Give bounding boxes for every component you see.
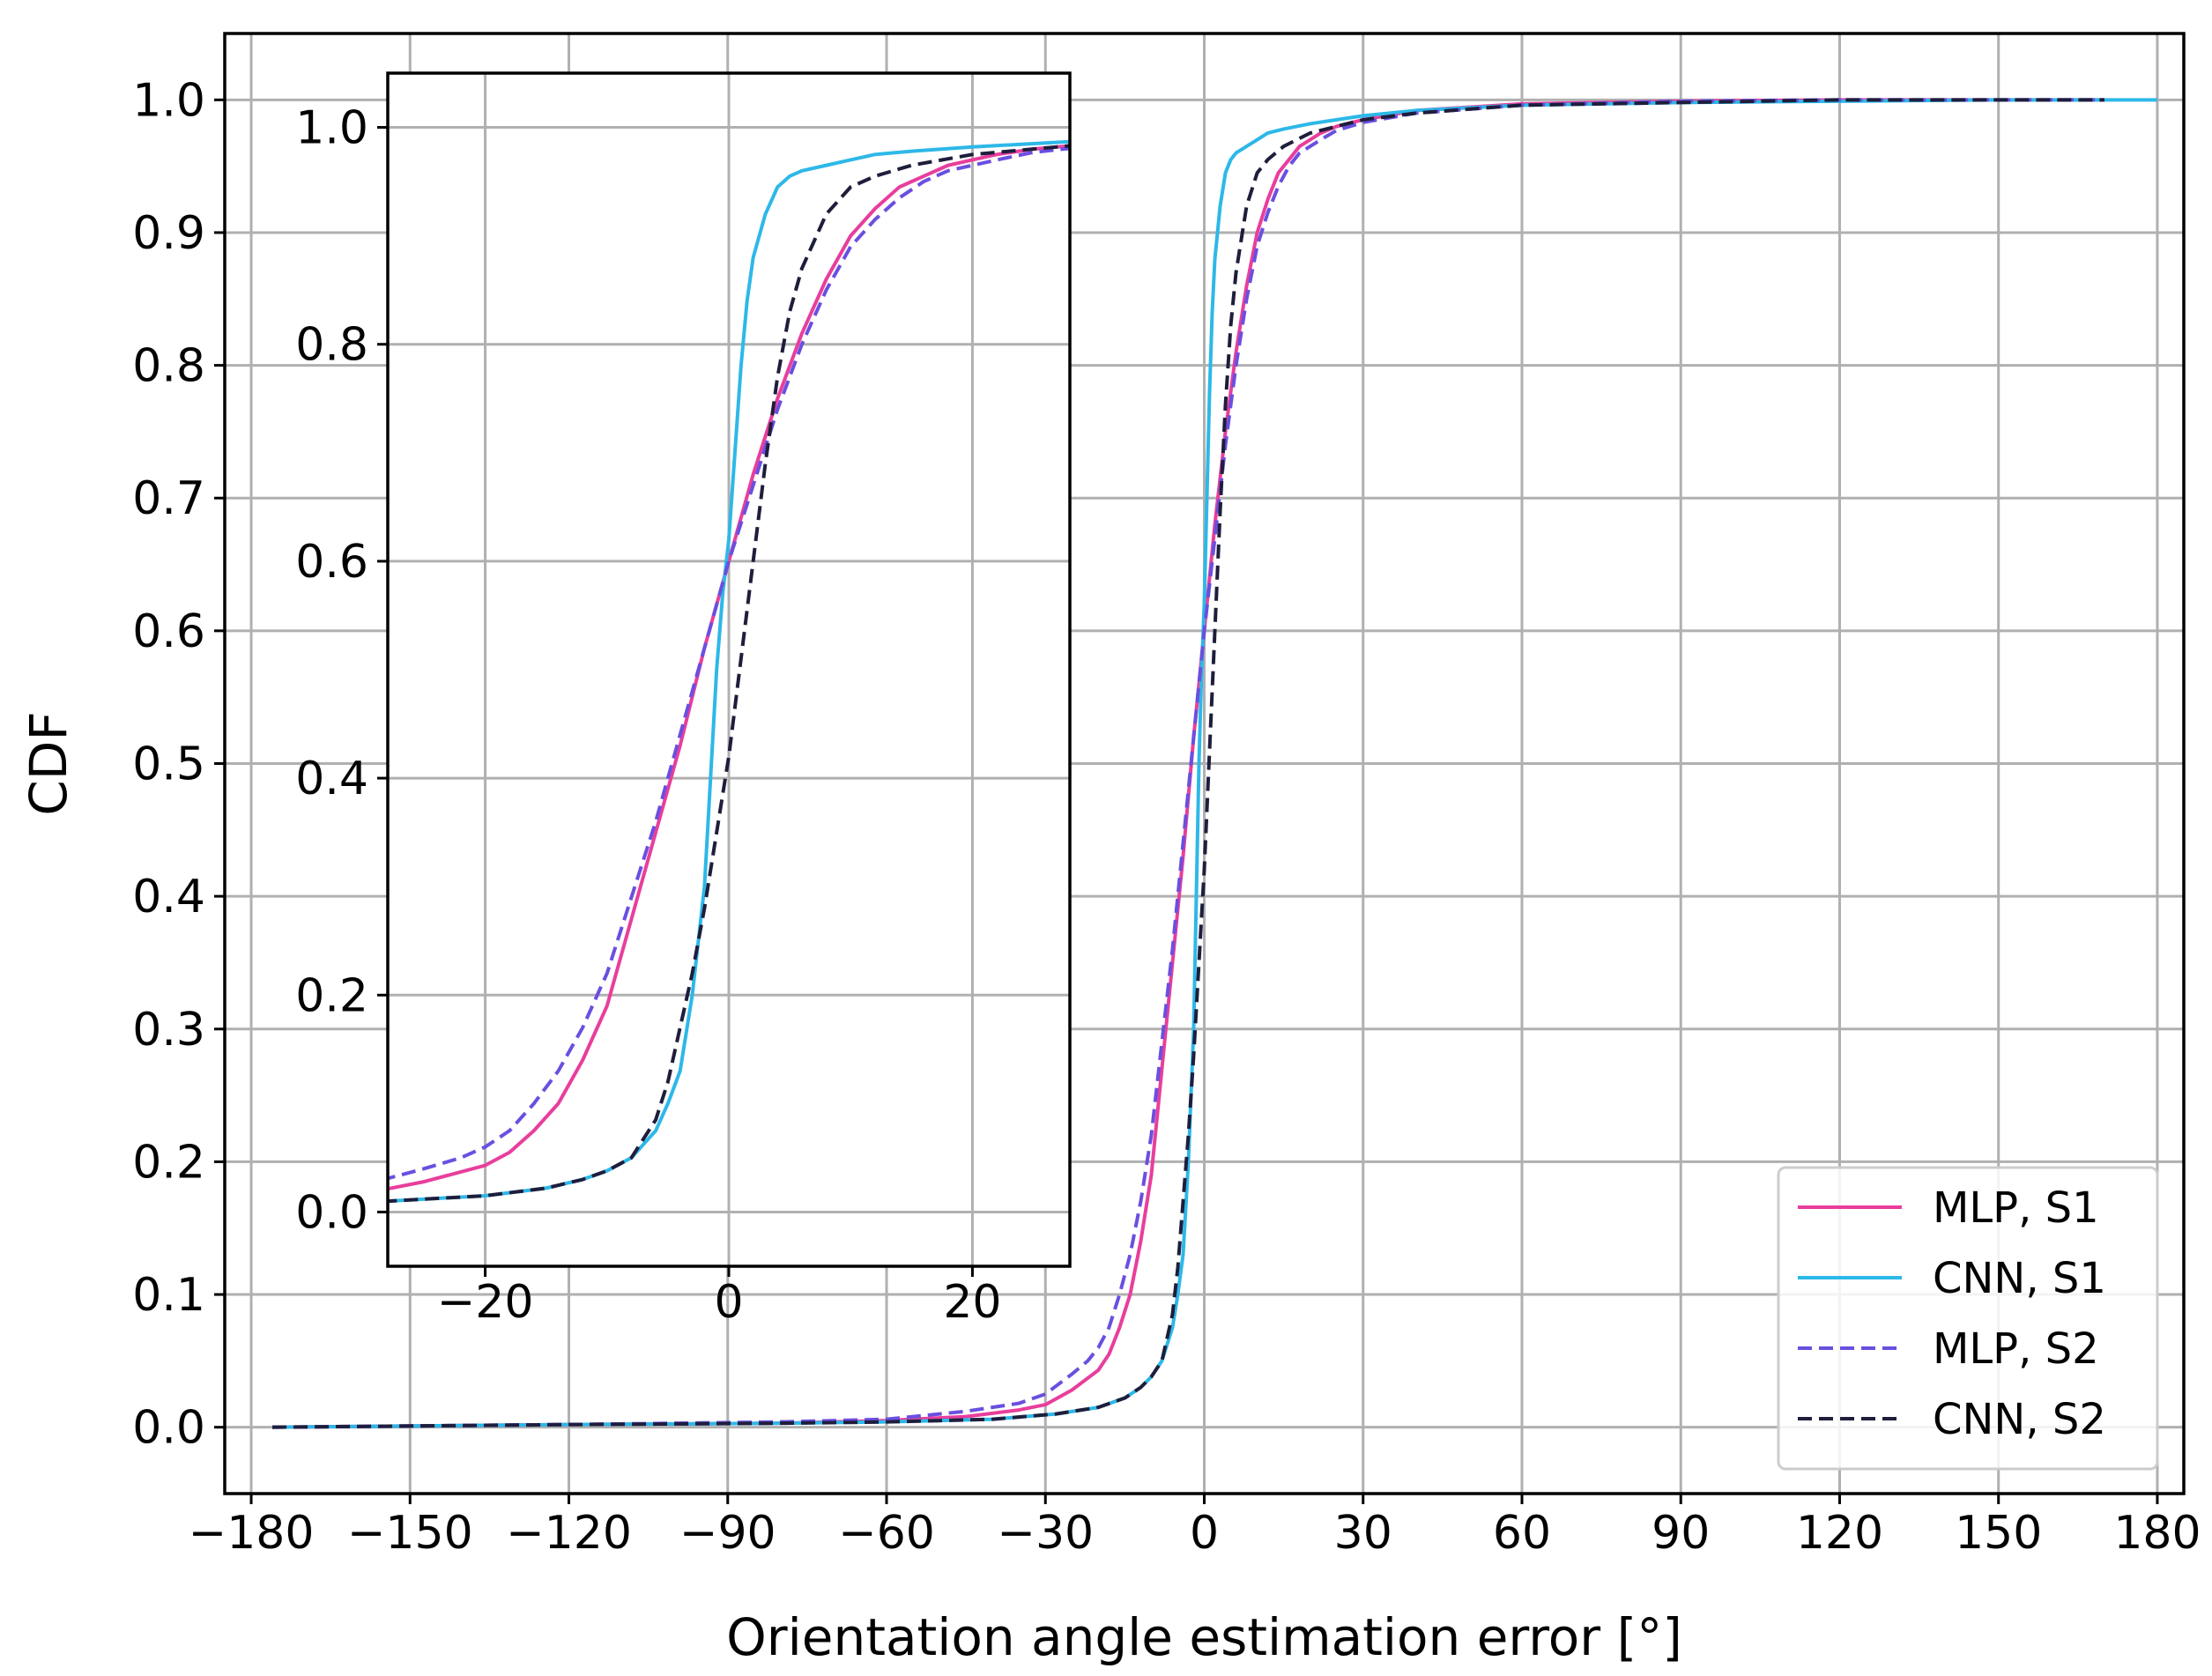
inset-series-group (388, 139, 1070, 1204)
main-y-tick-label: 0.2 (132, 1136, 205, 1189)
main-x-tick-label: −90 (679, 1507, 776, 1560)
legend-label: CNN, S1 (1933, 1254, 2106, 1303)
inset-y-tick-label: 1.0 (295, 102, 368, 155)
y-axis-title: CDF (19, 711, 78, 816)
inset-series-mlp-s2 (388, 146, 1070, 1181)
main-series-cnn-s2 (272, 98, 2104, 1429)
main-y-tick-label: 0.7 (132, 472, 205, 525)
main-x-tick-label: −180 (189, 1507, 315, 1560)
main-y-tick-label: 0.9 (132, 207, 205, 260)
inset-y-tick-label: 0.2 (295, 969, 368, 1022)
main-x-tick-label: −60 (838, 1507, 935, 1560)
main-x-tick-label: 0 (1190, 1507, 1219, 1560)
inset-x-tick-label: −20 (437, 1276, 534, 1329)
main-series-group (272, 98, 2157, 1429)
inset-y-tick-label: 0.8 (295, 319, 368, 372)
legend: MLP, S1 CNN, S1 MLP, S2 CNN, S2 (1777, 1166, 2159, 1471)
main-x-tick-label: 60 (1493, 1507, 1551, 1560)
main-y-tick-label: 0.3 (132, 1004, 205, 1057)
legend-box (1777, 1166, 2159, 1471)
main-x-tick-label: −120 (506, 1507, 632, 1560)
inset-ticks: −20 0 20 0.0 0.2 0.4 0.6 0.8 1.0 (295, 102, 1001, 1329)
main-x-tick-label: 150 (1955, 1507, 2042, 1560)
main-y-tick-label: 0.5 (132, 738, 205, 791)
main-series-mlp-s2 (272, 98, 2104, 1429)
main-x-tick-label: −150 (347, 1507, 473, 1560)
main-y-tick-label: 0.8 (132, 340, 205, 393)
inset-y-tick-label: 0.0 (295, 1186, 368, 1239)
inset-x-tick-label: 20 (943, 1276, 1001, 1329)
main-y-tick-label: 0.1 (132, 1269, 205, 1322)
main-x-tick-label: 180 (2113, 1507, 2201, 1560)
main-y-tick-label: 0.6 (132, 605, 205, 658)
main-x-tick-label: 120 (1796, 1507, 1883, 1560)
inset-series-cnn-s1 (388, 139, 1070, 1204)
main-y-tick-label: 0.0 (132, 1402, 205, 1455)
main-y-tick-label: 0.4 (132, 871, 205, 923)
main-ticks: −180 −150 −120 −90 −60 −30 0 30 60 90 120 150 180 0.0… (132, 74, 2201, 1560)
main-y-tick-label: 1.0 (132, 74, 205, 127)
x-axis-title: Orientation angle estimation error [°] (726, 1607, 1682, 1667)
legend-label: MLP, S1 (1933, 1183, 2099, 1233)
inset-y-tick-label: 0.6 (295, 536, 368, 589)
main-x-tick-label: −30 (997, 1507, 1094, 1560)
inset-series-cnn-s2 (388, 144, 1070, 1204)
legend-label: MLP, S2 (1933, 1324, 2099, 1374)
inset-y-tick-label: 0.4 (295, 753, 368, 805)
legend-entries: MLP, S1 CNN, S1 MLP, S2 CNN, S2 (1798, 1183, 2106, 1444)
main-series-cnn-s1 (272, 98, 2157, 1429)
main-x-tick-label: 30 (1334, 1507, 1392, 1560)
inset-series-mlp-s1 (388, 144, 1070, 1191)
legend-label: CNN, S2 (1933, 1395, 2106, 1444)
main-x-tick-label: 90 (1652, 1507, 1710, 1560)
inset-x-tick-label: 0 (714, 1276, 743, 1329)
